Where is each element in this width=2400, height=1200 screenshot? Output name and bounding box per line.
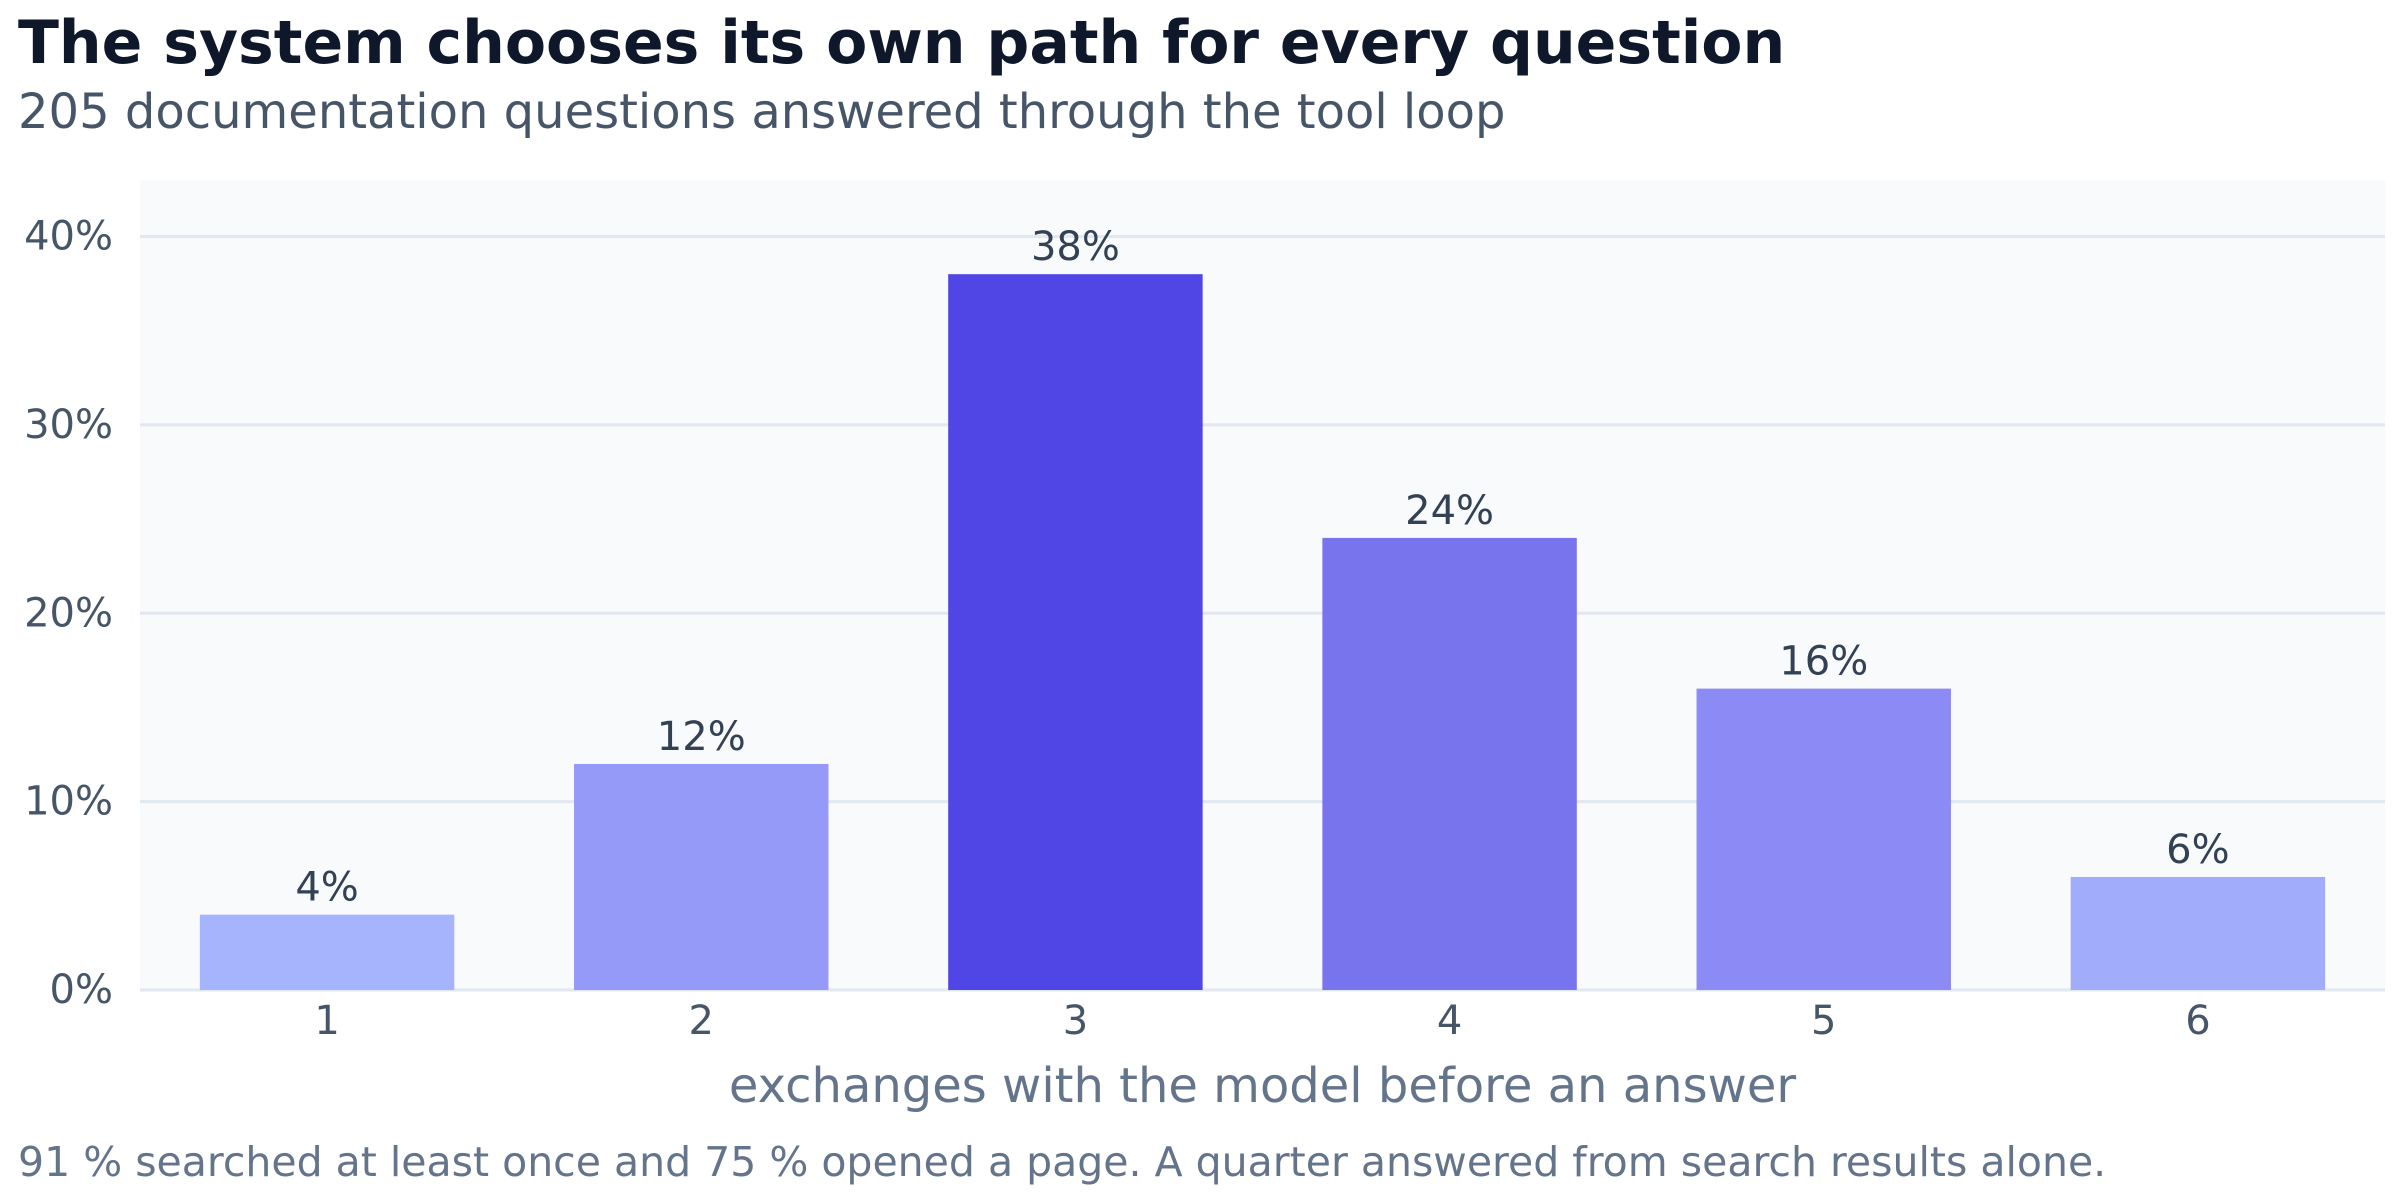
data-label: 4%	[295, 865, 358, 911]
y-tick-label: 40%	[24, 214, 113, 260]
bar	[574, 763, 829, 990]
y-tick-label: 20%	[24, 590, 113, 636]
y-axis-ticks: 0% 10% 20% 30% 40%	[24, 214, 113, 1013]
data-labels: 4% 12% 38% 24% 16% 6%	[295, 224, 2229, 910]
bar	[199, 914, 455, 990]
y-tick-label: 10%	[24, 779, 113, 825]
chart-subtitle: 205 documentation questions answered thr…	[18, 84, 1506, 140]
y-tick-label: 0%	[50, 967, 113, 1013]
x-tick-label: 1	[314, 998, 339, 1044]
data-label: 16%	[1779, 639, 1868, 685]
x-tick-label: 6	[2185, 998, 2210, 1044]
data-label: 6%	[2166, 827, 2229, 873]
x-axis-label: exchanges with the model before an answe…	[729, 1058, 1796, 1114]
plot-area	[140, 180, 2385, 990]
chart-footnote: 91 % searched at least once and 75 % ope…	[18, 1138, 2107, 1186]
x-tick-label: 2	[689, 998, 714, 1044]
data-label: 24%	[1405, 488, 1494, 534]
x-tick-label: 5	[1811, 998, 1836, 1044]
x-tick-label: 3	[1063, 998, 1088, 1044]
chart-title: The system chooses its own path for ever…	[18, 8, 1786, 78]
bar	[2070, 876, 2326, 990]
bar	[1696, 688, 1951, 990]
bar	[948, 274, 1203, 990]
gridlines	[140, 235, 2385, 992]
data-label: 12%	[657, 714, 746, 760]
x-tick-label: 4	[1437, 998, 1462, 1044]
x-axis-ticks: 1 2 3 4 5 6	[314, 998, 2210, 1044]
data-label: 38%	[1031, 224, 1120, 270]
bar	[1322, 537, 1577, 990]
y-tick-label: 30%	[24, 402, 113, 448]
bars	[199, 274, 2326, 990]
